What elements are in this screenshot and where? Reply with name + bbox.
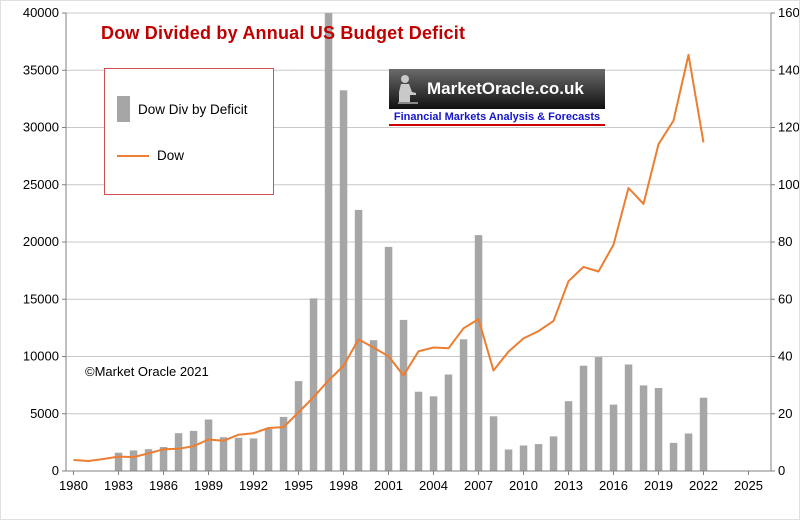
- bar: [159, 447, 168, 471]
- bar: [114, 452, 123, 471]
- x-axis-tick-label: 2025: [734, 478, 763, 493]
- bar: [444, 374, 453, 471]
- bar: [384, 246, 393, 471]
- left-axis-tick-label: 35000: [23, 62, 59, 77]
- right-axis-tick-label: 80: [778, 234, 792, 249]
- bar: [369, 340, 378, 471]
- x-axis-tick-label: 1998: [329, 478, 358, 493]
- oracle-figure-icon: [395, 74, 421, 104]
- bar: [699, 397, 708, 471]
- bar: [504, 449, 513, 471]
- bar: [639, 385, 648, 471]
- logo-tagline: Financial Markets Analysis & Forecasts: [389, 109, 605, 126]
- bar-swatch-icon: [117, 96, 130, 122]
- x-axis-tick-label: 1995: [284, 478, 313, 493]
- bar: [144, 449, 153, 471]
- x-axis-tick-label: 2013: [554, 478, 583, 493]
- bar: [489, 416, 498, 471]
- x-axis-tick-label: 1989: [194, 478, 223, 493]
- bar: [429, 396, 438, 471]
- right-axis-tick-label: 0: [778, 463, 785, 478]
- logo-banner: MarketOracle.co.uk: [389, 69, 605, 109]
- bar: [294, 381, 303, 471]
- legend-item-bar: Dow Div by Deficit: [117, 96, 273, 122]
- right-axis-tick-label: 60: [778, 291, 792, 306]
- bar: [234, 437, 243, 471]
- x-axis-tick-label: 2007: [464, 478, 493, 493]
- bar: [324, 13, 333, 471]
- legend-item-line: Dow: [117, 148, 273, 163]
- x-axis-tick-label: 2001: [374, 478, 403, 493]
- chart-title: Dow Divided by Annual US Budget Deficit: [101, 23, 466, 43]
- left-axis-tick-label: 5000: [30, 406, 59, 421]
- left-axis-tick-label: 10000: [23, 349, 59, 364]
- bar: [249, 438, 258, 471]
- bar: [519, 445, 528, 471]
- bar: [609, 404, 618, 471]
- right-axis-tick-label: 40: [778, 349, 792, 364]
- bar: [654, 388, 663, 471]
- bar: [399, 319, 408, 471]
- x-axis-tick-label: 2004: [419, 478, 448, 493]
- right-axis-tick-label: 140: [778, 62, 800, 77]
- bar: [264, 428, 273, 471]
- left-axis-tick-label: 30000: [23, 120, 59, 135]
- x-axis-tick-label: 2016: [599, 478, 628, 493]
- legend-line-label: Dow: [157, 148, 185, 163]
- left-axis-tick-label: 20000: [23, 234, 59, 249]
- bar: [534, 444, 543, 471]
- bar: [669, 442, 678, 471]
- bar: [219, 437, 228, 471]
- x-axis-tick-label: 2022: [689, 478, 718, 493]
- bar: [339, 90, 348, 472]
- logo-text: MarketOracle.co.uk: [427, 79, 584, 98]
- bar: [189, 430, 198, 471]
- bar: [414, 391, 423, 471]
- bar: [594, 357, 603, 471]
- x-axis-tick-label: 1983: [104, 478, 133, 493]
- x-axis-tick-label: 1980: [59, 478, 88, 493]
- bar: [309, 298, 318, 471]
- bar: [204, 419, 213, 471]
- x-axis-tick-label: 2019: [644, 478, 673, 493]
- bar: [684, 433, 693, 471]
- bar: [564, 401, 573, 471]
- dow-line: [73, 53, 705, 462]
- bar: [129, 450, 138, 471]
- left-axis-tick-label: 40000: [23, 5, 59, 20]
- left-axis-tick-label: 0: [52, 463, 59, 478]
- line-swatch-icon: [117, 154, 149, 157]
- right-axis-tick-label: 100: [778, 177, 800, 192]
- bar: [549, 436, 558, 471]
- bar: [474, 235, 483, 471]
- bar: [279, 416, 288, 471]
- right-axis-tick-label: 160: [778, 5, 800, 20]
- legend: Dow Div by Deficit Dow: [104, 68, 274, 195]
- left-axis-tick-label: 25000: [23, 177, 59, 192]
- x-axis-tick-label: 1986: [149, 478, 178, 493]
- legend-bar-label: Dow Div by Deficit: [138, 101, 248, 117]
- market-oracle-logo: MarketOracle.co.uk Financial Markets Ana…: [389, 69, 605, 126]
- right-axis-tick-label: 120: [778, 120, 800, 135]
- bar: [579, 365, 588, 471]
- x-axis-tick-label: 2010: [509, 478, 538, 493]
- left-axis-tick-label: 15000: [23, 291, 59, 306]
- bar: [624, 364, 633, 471]
- axis-labels: 0 5000 10000 15000 20000 25000 30000 35000 40000…: [23, 5, 800, 493]
- bar-series-dow-div-by-deficit: [114, 13, 708, 472]
- x-axis-tick-label: 1992: [239, 478, 268, 493]
- right-axis-tick-label: 20: [778, 406, 792, 421]
- bar: [174, 433, 183, 471]
- copyright-watermark: ©Market Oracle 2021: [85, 364, 209, 379]
- bar: [459, 339, 468, 471]
